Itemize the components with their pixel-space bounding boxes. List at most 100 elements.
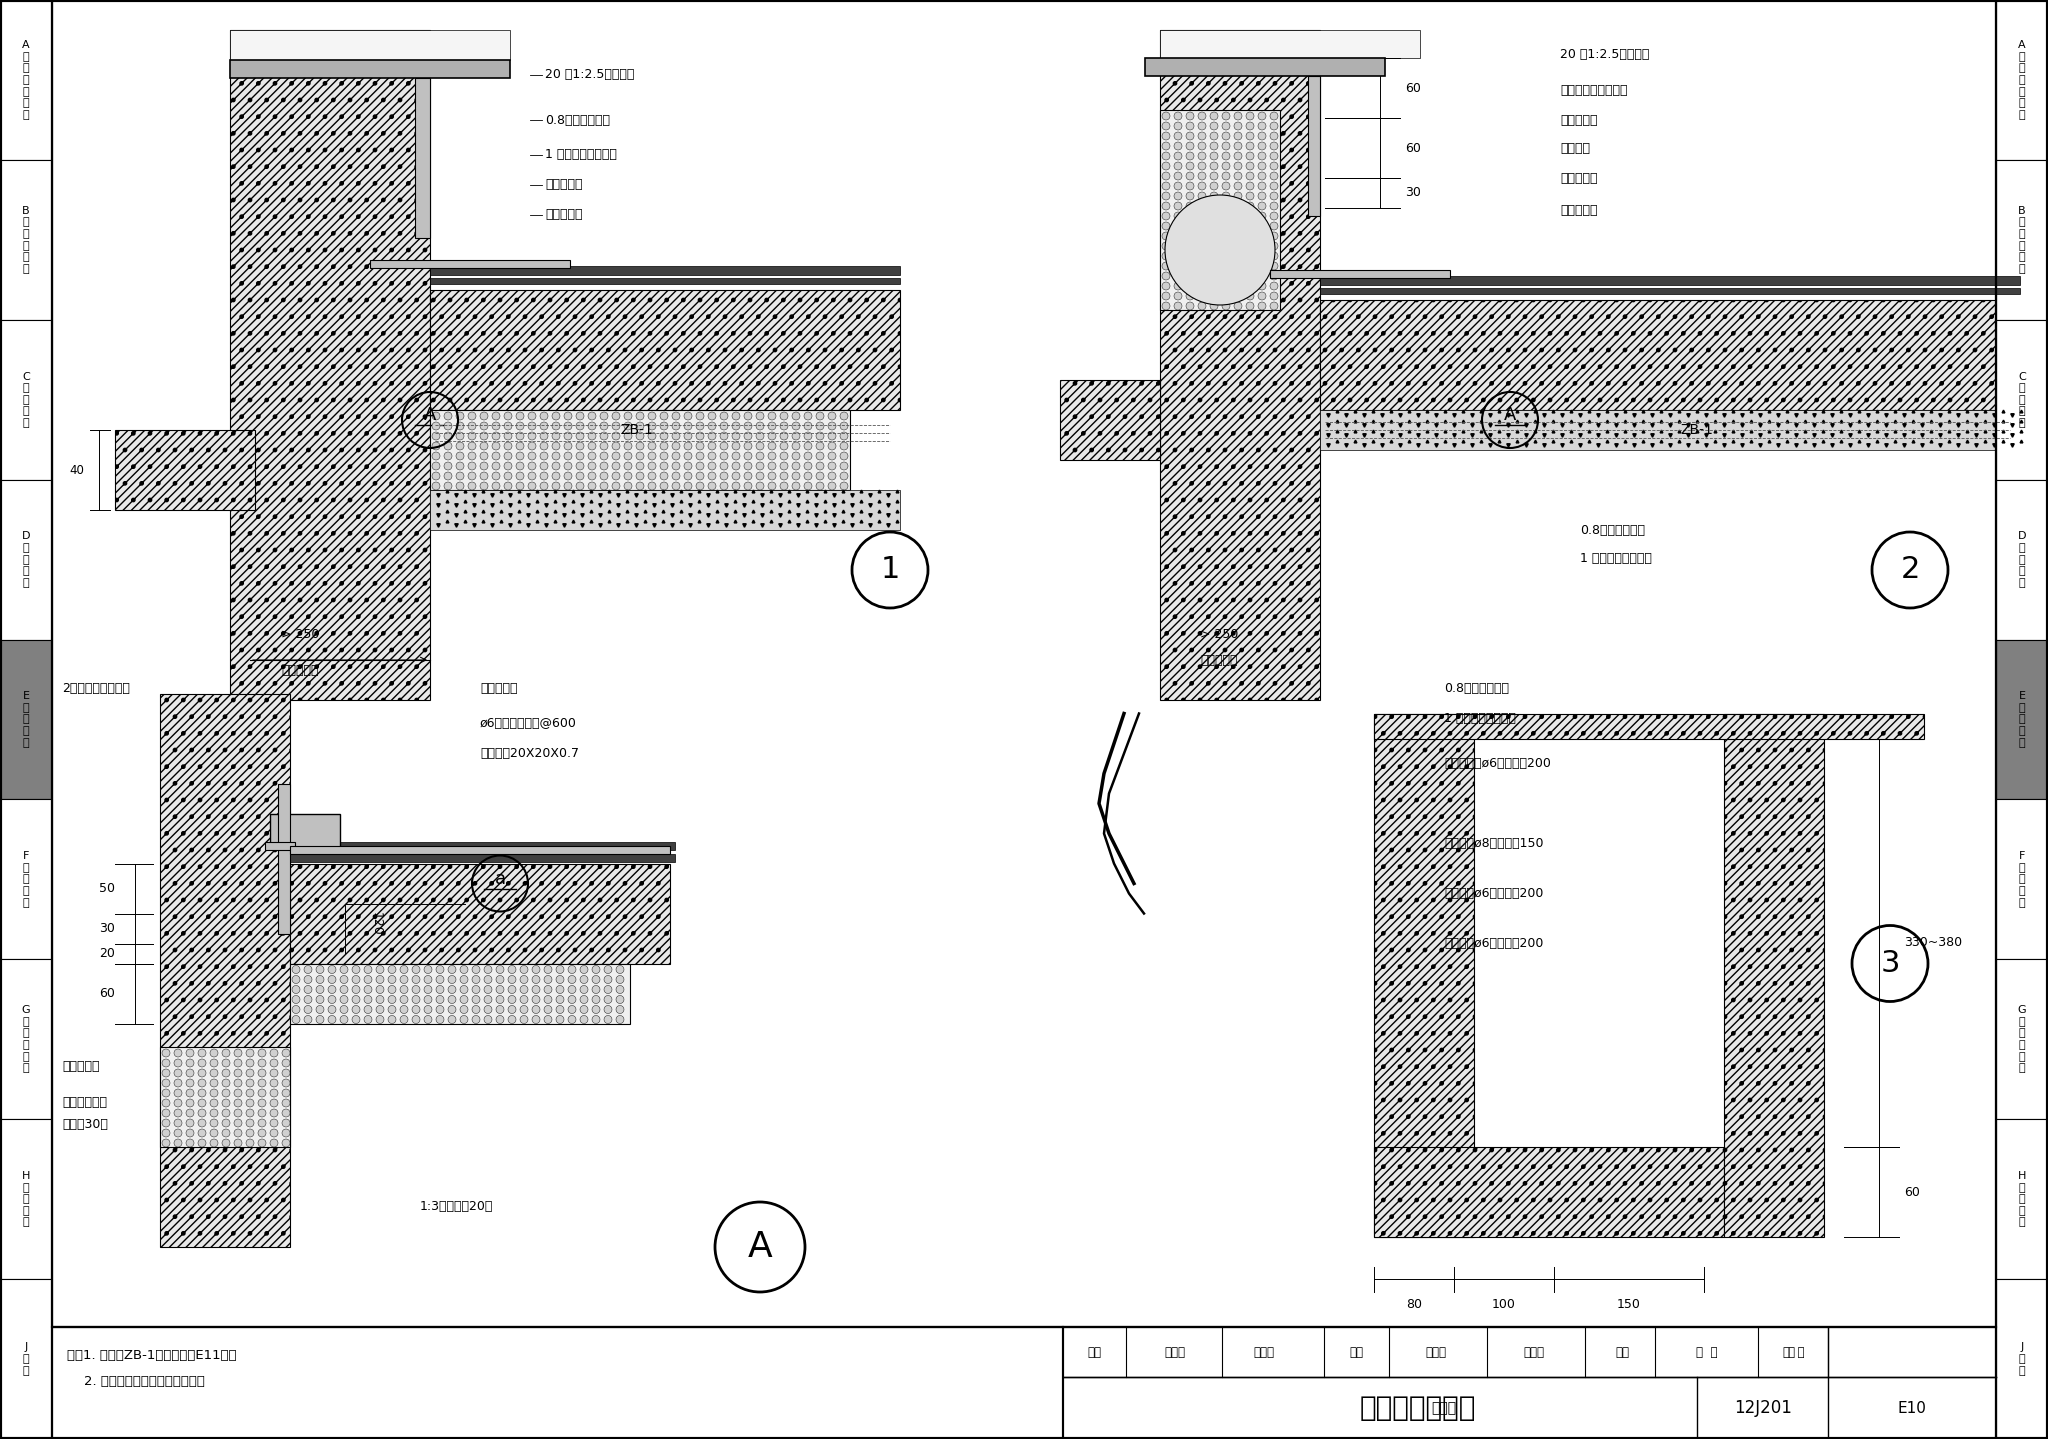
Circle shape	[780, 452, 788, 460]
Text: 密封膏封堵: 密封膏封堵	[1561, 203, 1597, 216]
Circle shape	[805, 432, 811, 440]
Circle shape	[1174, 142, 1182, 150]
Circle shape	[721, 432, 727, 440]
Circle shape	[541, 432, 549, 440]
Circle shape	[508, 986, 516, 993]
Circle shape	[1165, 196, 1276, 305]
Circle shape	[588, 482, 596, 491]
Circle shape	[199, 1089, 207, 1097]
Circle shape	[1245, 272, 1253, 281]
Circle shape	[233, 1049, 242, 1058]
Text: 贾  萌: 贾 萌	[1782, 1345, 1804, 1358]
Circle shape	[1235, 282, 1241, 291]
Text: ZB-1: ZB-1	[1679, 423, 1712, 437]
Circle shape	[283, 1140, 291, 1147]
Circle shape	[303, 1016, 311, 1023]
Circle shape	[541, 482, 549, 491]
Circle shape	[1174, 232, 1182, 240]
Circle shape	[637, 472, 643, 481]
Circle shape	[567, 996, 575, 1003]
Circle shape	[827, 482, 836, 491]
Circle shape	[444, 412, 453, 420]
Circle shape	[721, 482, 727, 491]
Text: A: A	[1503, 406, 1516, 425]
Text: B
倒
置
式
屋
面: B 倒 置 式 屋 面	[23, 206, 31, 273]
Text: F
停
车
屋
面: F 停 车 屋 面	[23, 852, 29, 908]
Text: C
架
空
屋
面: C 架 空 屋 面	[23, 371, 31, 427]
Circle shape	[780, 462, 788, 471]
Circle shape	[805, 452, 811, 460]
Circle shape	[580, 986, 588, 993]
Circle shape	[412, 1016, 420, 1023]
Circle shape	[545, 1016, 553, 1023]
Bar	[0, 479, 51, 639]
Circle shape	[604, 986, 612, 993]
Polygon shape	[160, 694, 291, 1248]
Circle shape	[412, 976, 420, 983]
Circle shape	[483, 966, 492, 974]
Circle shape	[1174, 262, 1182, 271]
Circle shape	[340, 986, 348, 993]
Circle shape	[479, 412, 487, 420]
Circle shape	[637, 462, 643, 471]
Circle shape	[709, 482, 717, 491]
Circle shape	[432, 472, 440, 481]
Circle shape	[721, 442, 727, 450]
Circle shape	[457, 482, 465, 491]
Circle shape	[709, 442, 717, 450]
Circle shape	[479, 422, 487, 430]
Bar	[1321, 288, 2019, 294]
Circle shape	[520, 966, 528, 974]
Bar	[285, 842, 676, 849]
Circle shape	[1198, 242, 1206, 250]
Circle shape	[258, 1130, 266, 1137]
Circle shape	[1210, 201, 1219, 210]
Text: 20 厚1:2.5水泥砂浆: 20 厚1:2.5水泥砂浆	[1561, 49, 1649, 62]
Circle shape	[672, 452, 680, 460]
Circle shape	[1270, 142, 1278, 150]
Text: > 250: > 250	[1200, 629, 1239, 642]
Circle shape	[377, 966, 385, 974]
Circle shape	[1174, 112, 1182, 119]
Circle shape	[805, 442, 811, 450]
Circle shape	[199, 1140, 207, 1147]
Circle shape	[1245, 282, 1253, 291]
Circle shape	[315, 976, 324, 983]
Circle shape	[449, 976, 457, 983]
Circle shape	[211, 1099, 217, 1107]
Circle shape	[444, 462, 453, 471]
Circle shape	[1198, 122, 1206, 130]
Circle shape	[432, 422, 440, 430]
Circle shape	[1186, 163, 1194, 170]
Circle shape	[827, 472, 836, 481]
Bar	[0, 1120, 51, 1279]
Circle shape	[541, 472, 549, 481]
Circle shape	[827, 412, 836, 420]
Circle shape	[1186, 272, 1194, 281]
Circle shape	[1245, 201, 1253, 210]
Circle shape	[340, 966, 348, 974]
Circle shape	[211, 1120, 217, 1127]
Circle shape	[461, 1006, 469, 1013]
Circle shape	[637, 422, 643, 430]
Circle shape	[469, 442, 475, 450]
Circle shape	[1270, 292, 1278, 299]
Circle shape	[1235, 132, 1241, 140]
Circle shape	[516, 462, 524, 471]
Circle shape	[283, 1109, 291, 1117]
Circle shape	[258, 1120, 266, 1127]
Circle shape	[1245, 212, 1253, 220]
Circle shape	[174, 1079, 182, 1086]
Circle shape	[1270, 191, 1278, 200]
Circle shape	[233, 1069, 242, 1076]
Circle shape	[1235, 163, 1241, 170]
Circle shape	[532, 976, 541, 983]
Text: 校对: 校对	[1350, 1345, 1364, 1358]
Circle shape	[616, 1016, 625, 1023]
Circle shape	[1210, 122, 1219, 130]
Circle shape	[528, 412, 537, 420]
Circle shape	[496, 986, 504, 993]
Circle shape	[436, 966, 444, 974]
Circle shape	[528, 472, 537, 481]
Circle shape	[600, 472, 608, 481]
